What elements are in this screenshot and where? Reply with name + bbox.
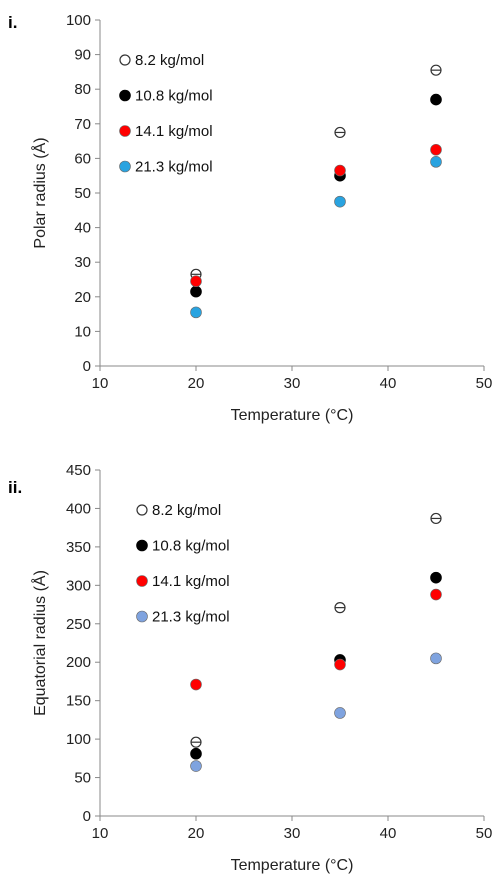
x-tick-label: 10 — [92, 825, 109, 842]
legend-marker — [136, 610, 148, 623]
data-point — [190, 678, 202, 691]
y-tick-label: 20 — [74, 289, 91, 306]
x-tick-label: 50 — [476, 825, 493, 842]
y-tick-label: 50 — [74, 185, 91, 202]
series-0 — [190, 64, 442, 280]
data-point — [430, 156, 442, 168]
data-point — [190, 285, 202, 298]
series-2 — [190, 588, 442, 691]
data-point — [430, 93, 442, 106]
x-tick-label: 40 — [380, 375, 397, 392]
data-point — [334, 164, 346, 177]
data-point — [430, 143, 442, 156]
series-3 — [190, 652, 442, 772]
y-tick-label: 80 — [74, 81, 91, 98]
y-tick-label: 70 — [74, 116, 91, 133]
y-tick-label: 350 — [66, 539, 91, 556]
data-point — [430, 652, 442, 665]
legend-marker — [136, 504, 148, 516]
x-tick-label: 20 — [188, 375, 205, 392]
data-point — [334, 707, 346, 719]
legend-marker — [136, 539, 148, 552]
y-tick-label: 40 — [74, 220, 91, 237]
series-2 — [190, 143, 442, 288]
x-tick-label: 40 — [380, 825, 397, 842]
data-point — [430, 571, 442, 584]
data-point — [334, 658, 346, 671]
x-axis-title: Temperature (°C) — [231, 407, 354, 424]
panel-label: ii. — [8, 478, 22, 497]
series-1 — [190, 571, 442, 760]
legend-marker — [119, 160, 131, 173]
legend-label: 14.1 kg/mol — [152, 573, 230, 590]
legend-label: 10.8 kg/mol — [152, 538, 230, 555]
y-tick-label: 450 — [66, 462, 91, 479]
series-0 — [190, 512, 442, 748]
x-tick-label: 50 — [476, 375, 493, 392]
legend-label: 21.3 kg/mol — [135, 159, 213, 176]
legend-label: 14.1 kg/mol — [135, 123, 213, 140]
series-3 — [190, 156, 442, 319]
legend-marker — [119, 54, 131, 66]
x-tick-label: 20 — [188, 825, 205, 842]
y-axis-title: Polar radius (Å) — [30, 137, 49, 248]
legend-label: 8.2 kg/mol — [135, 52, 204, 69]
data-point — [190, 306, 202, 319]
y-tick-label: 300 — [66, 577, 91, 594]
legend-marker — [136, 575, 148, 587]
x-tick-label: 30 — [284, 825, 301, 842]
y-axis-title: Equatorial radius (Å) — [30, 570, 49, 716]
y-tick-label: 0 — [83, 358, 91, 375]
y-tick-label: 60 — [74, 150, 91, 167]
data-point — [190, 760, 202, 772]
data-point — [430, 588, 442, 601]
legend-label: 10.8 kg/mol — [135, 88, 213, 105]
y-tick-label: 100 — [66, 731, 91, 748]
chart-equatorial-radius: ii. 0 50 100 150 200 250 300 350 400 450 10 20 30 40 50… — [8, 462, 492, 874]
legend-marker — [119, 125, 131, 137]
data-point — [190, 275, 202, 288]
data-point — [334, 195, 346, 208]
series-1 — [190, 93, 442, 298]
x-tick-label: 30 — [284, 375, 301, 392]
y-tick-label: 90 — [74, 47, 91, 64]
x-axis-title: Temperature (°C) — [231, 857, 354, 874]
panel-label: i. — [8, 13, 17, 32]
legend-marker — [119, 89, 131, 102]
y-tick-label: 150 — [66, 693, 91, 710]
y-tick-label: 100 — [66, 12, 91, 29]
y-tick-label: 10 — [74, 323, 91, 340]
y-tick-label: 30 — [74, 254, 91, 271]
y-tick-label: 0 — [83, 808, 91, 825]
legend-label: 8.2 kg/mol — [152, 502, 221, 519]
data-point — [190, 747, 202, 760]
legend-label: 21.3 kg/mol — [152, 609, 230, 626]
x-tick-label: 10 — [92, 375, 109, 392]
y-tick-label: 250 — [66, 616, 91, 633]
y-tick-label: 200 — [66, 654, 91, 671]
y-tick-label: 400 — [66, 500, 91, 517]
y-tick-label: 50 — [74, 770, 91, 787]
